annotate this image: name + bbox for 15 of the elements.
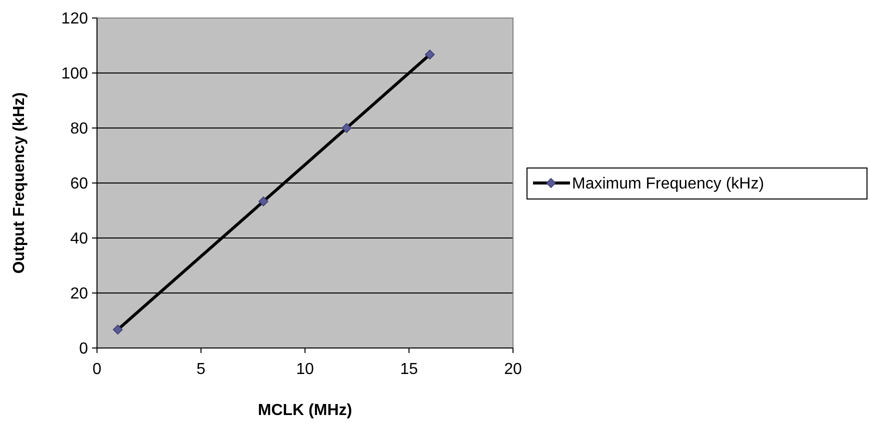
y-tick-label: 40 xyxy=(70,230,88,248)
x-tick-label: 20 xyxy=(504,361,522,378)
y-tick-label: 20 xyxy=(70,286,88,303)
y-tick-label: 100 xyxy=(61,66,88,83)
x-tick-label: 10 xyxy=(296,361,314,378)
legend-label: Maximum Frequency (kHz) xyxy=(572,176,764,193)
x-tick-label: 0 xyxy=(92,361,102,378)
y-tick-label: 120 xyxy=(61,10,88,28)
x-tick-label: 15 xyxy=(400,361,418,378)
y-tick-label: 60 xyxy=(70,176,88,193)
x-tick-label: 5 xyxy=(196,361,206,378)
y-axis-title: Output Frequency (kHz) xyxy=(11,92,28,274)
x-axis-title: MCLK (MHz) xyxy=(258,402,352,419)
y-tick-label: 80 xyxy=(70,120,88,138)
y-tick-label: 0 xyxy=(79,340,88,358)
